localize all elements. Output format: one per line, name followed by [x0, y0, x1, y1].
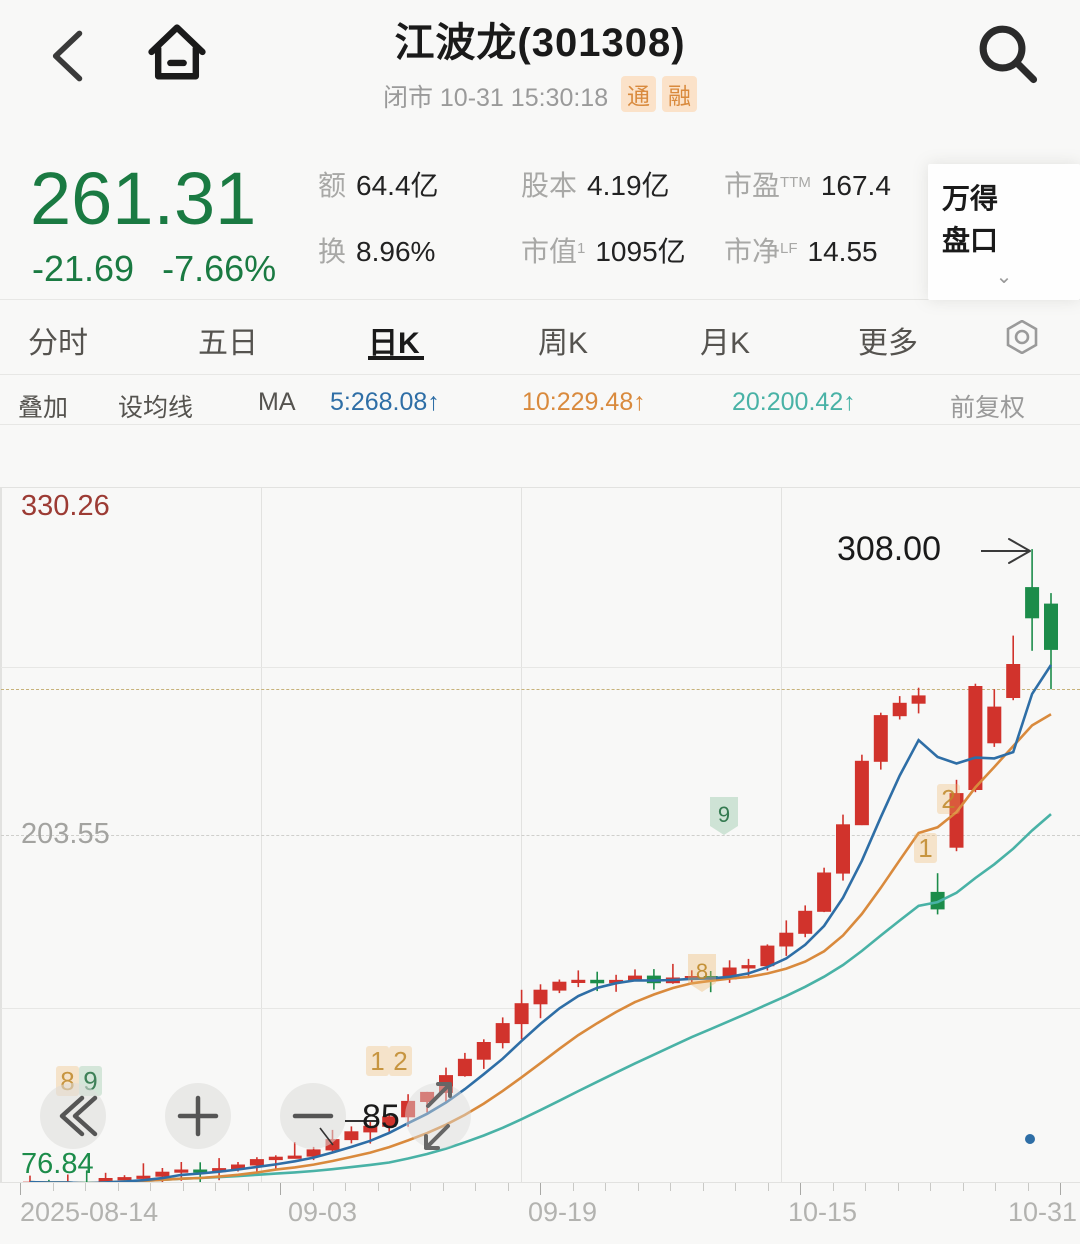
svg-text:8: 8	[696, 959, 708, 984]
svg-text:9: 9	[718, 802, 730, 827]
